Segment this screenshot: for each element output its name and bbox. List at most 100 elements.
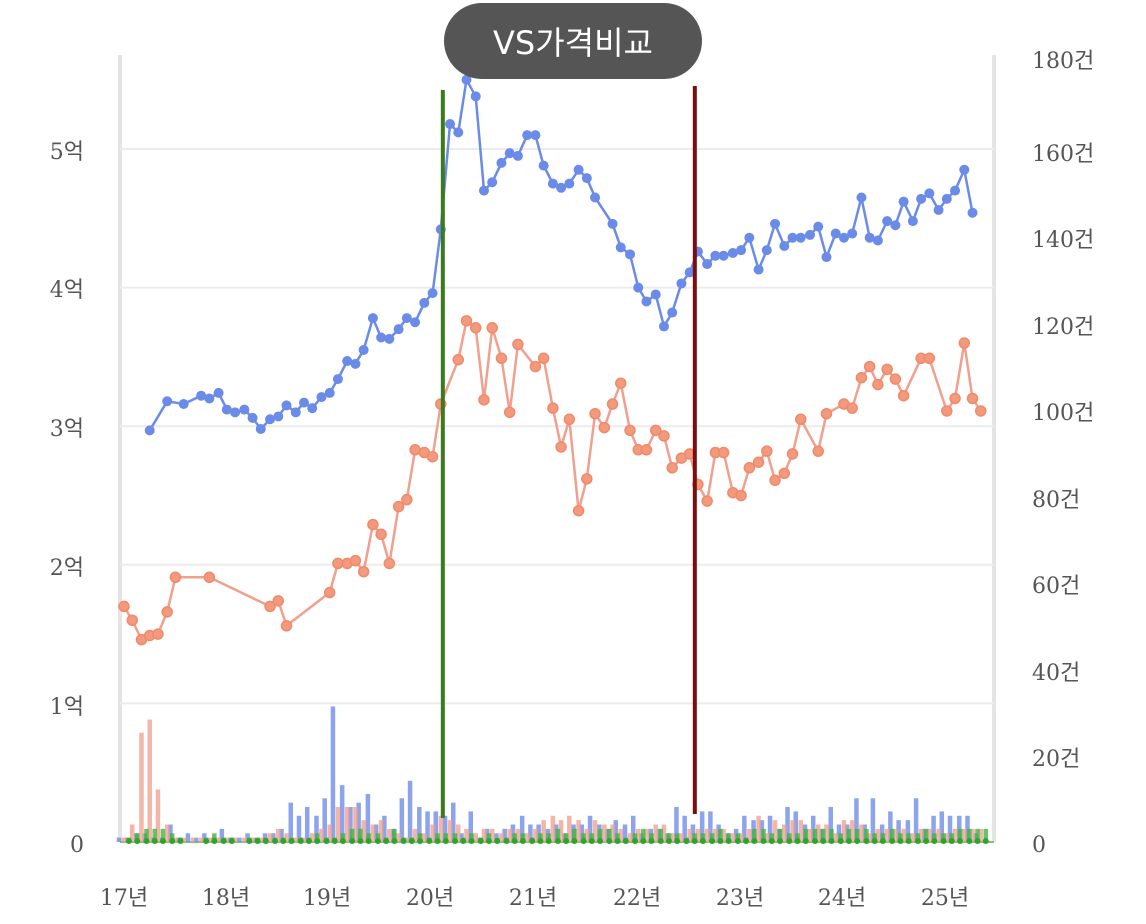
volume-bar [524,833,530,842]
volume-bar [692,833,697,842]
volume-dot [349,838,356,844]
volume-dot [126,838,132,844]
volume-bar [674,833,680,842]
volume-bar [538,833,543,842]
volume-bar [443,833,449,842]
volume-bar [649,833,654,842]
volume-dot [211,838,218,844]
price-point [564,178,575,189]
volume-bar [867,833,872,842]
price-point [323,586,336,599]
volume-bar [555,828,561,842]
volume-bar [965,815,970,842]
volume-dot [802,838,809,844]
price-point [307,403,318,414]
price-point [821,252,832,263]
price-point [555,441,567,453]
vs-price-compare-button[interactable]: VS가격비교 [444,3,702,79]
volume-bar [767,815,773,842]
volume-bar [854,798,859,842]
volume-bar [644,828,649,842]
volume-dot [828,838,835,844]
volume-bar [486,833,492,842]
volume-bar [597,828,603,842]
volume-bar [382,815,387,842]
volume-bar [392,828,397,842]
volume-bar [905,820,911,842]
price-point [786,448,799,460]
price-point [203,571,216,584]
volume-dot [280,838,287,844]
price-point [162,396,173,407]
price-point [581,173,592,184]
price-point [898,196,909,207]
volume-bar [452,833,458,842]
volume-dot [640,838,647,844]
volume-bar [932,833,937,842]
volume-bar [314,833,320,842]
volume-dot [503,838,510,844]
volume-bar [365,793,371,842]
volume-bar [224,837,230,842]
volume-bar [438,815,444,842]
volume-dot [657,838,664,844]
volume-dot [254,838,261,844]
volume-bar [304,807,310,842]
volume-bar [812,828,818,842]
price-point [478,185,489,196]
price-point [349,554,362,567]
price-point [495,352,508,365]
price-point [967,207,978,218]
volume-bar [349,828,355,842]
volume-dot [914,838,921,844]
right-tick-label: 0 [1032,833,1046,858]
volume-bar [442,815,448,842]
volume-dot [203,838,210,844]
volume-bar [682,815,687,842]
volume-dot [246,838,253,844]
volume-bar [815,824,821,842]
volume-bar [322,798,327,842]
price-point [640,444,653,456]
volume-bar [923,828,929,842]
volume-bar [546,833,551,842]
price-point [487,177,498,188]
volume-bar [939,811,945,842]
volume-dot [262,838,269,844]
volume-bar [558,820,564,842]
price-lines [118,74,987,646]
volume-bar [134,833,140,842]
volume-bar [661,824,667,842]
volume-bar [841,820,847,842]
price-point [264,600,276,613]
volume-bar [288,802,294,842]
volume-bar [975,828,980,842]
price-point [761,245,772,256]
volume-bar [198,837,204,842]
x-tick-label: 21년 [509,886,557,911]
price-point [974,405,987,417]
price-point [496,157,507,168]
volume-bar [572,828,577,842]
price-point [152,628,164,640]
x-tick-label: 17년 [100,886,148,911]
volume-bar [499,833,504,842]
volume-bar [581,833,586,842]
volume-bar [144,828,149,842]
volume-dot [545,838,552,844]
volume-bar [627,833,633,842]
volume-bar [782,824,787,842]
price-point [641,296,652,307]
volume-dot [974,838,981,844]
price-point [427,288,438,299]
volume-bar [193,837,199,842]
price-point [581,473,593,485]
price-line [122,319,982,641]
x-tick-label: 18년 [202,886,250,911]
volume-bar [237,837,242,842]
price-point [856,192,867,203]
volume-dot [948,838,955,844]
volume-bar [520,833,526,842]
volume-dot [408,838,415,844]
price-point [178,399,189,410]
